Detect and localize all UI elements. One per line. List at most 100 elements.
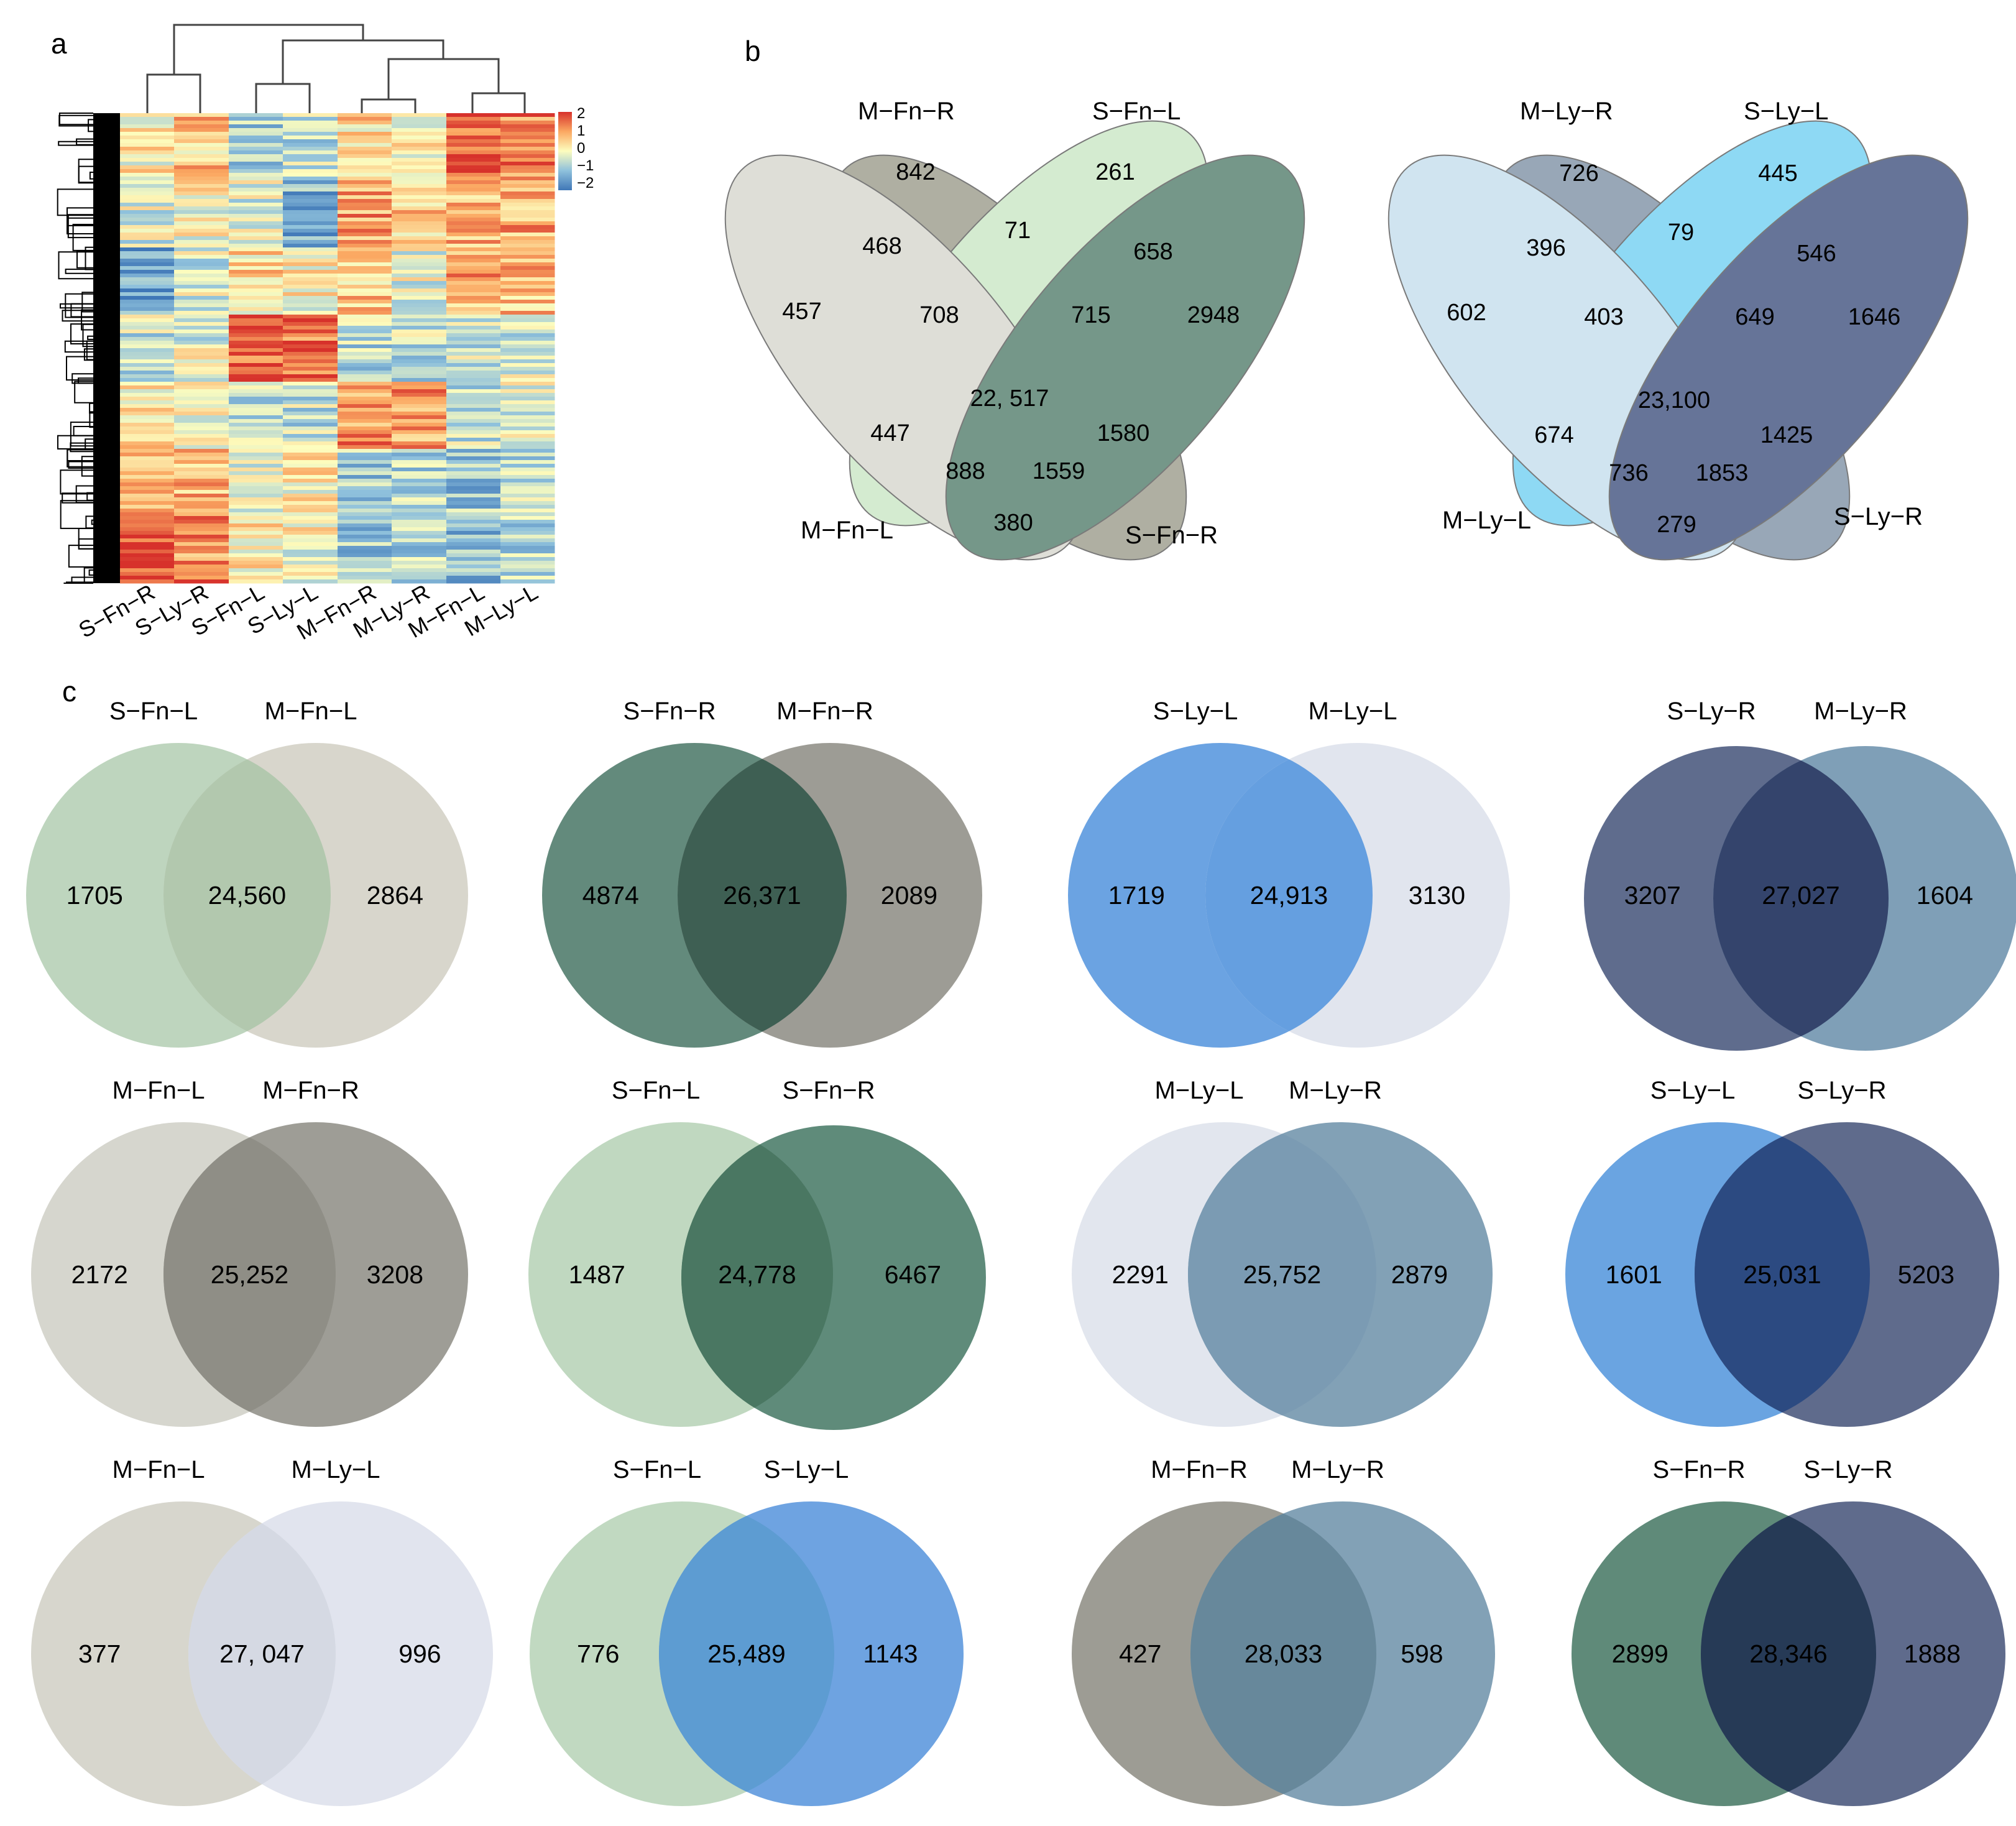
heatmap-cell xyxy=(229,251,283,256)
venn2-diagram: S−Fn−L M−Fn−L 1705 24,560 2864 xyxy=(26,698,468,1048)
heatmap-cell xyxy=(229,374,283,379)
heatmap-cell xyxy=(283,203,338,207)
heatmap-cell xyxy=(229,300,283,304)
heatmap-cell xyxy=(392,259,447,263)
heatmap-cell xyxy=(120,382,175,386)
heatmap-cell xyxy=(338,300,392,304)
heatmap-cell xyxy=(229,333,283,338)
venn4-region-count: 1425 xyxy=(1761,422,1813,448)
heatmap-cell xyxy=(446,449,501,453)
heatmap-cell xyxy=(500,415,555,420)
heatmap-cell xyxy=(446,438,501,442)
heatmap-cell xyxy=(338,497,392,502)
heatmap-cell xyxy=(392,132,447,136)
venn2-count-left: 2899 xyxy=(1612,1639,1668,1668)
heatmap-cell xyxy=(500,158,555,162)
heatmap-cell xyxy=(392,553,447,558)
heatmap-cell xyxy=(174,535,229,539)
heatmap-cell xyxy=(446,229,501,233)
heatmap-cell xyxy=(500,527,555,532)
venn2-set-label: M−Fn−L xyxy=(113,1456,205,1483)
heatmap-cell xyxy=(338,121,392,125)
venn2-overlap xyxy=(678,743,847,1048)
heatmap-cell xyxy=(120,330,175,334)
venn2-count-right: 1604 xyxy=(1917,881,1973,910)
heatmap-cell xyxy=(446,199,501,203)
heatmap-cell xyxy=(338,247,392,252)
heatmap-cell xyxy=(392,300,447,304)
heatmap-cell xyxy=(338,576,392,580)
heatmap-cell xyxy=(500,154,555,159)
heatmap-cell xyxy=(174,415,229,420)
heatmap-cell xyxy=(392,199,447,203)
venn2-diagram: M−Fn−L M−Ly−L 377 27, 047 996 xyxy=(31,1456,493,1806)
heatmap-cell xyxy=(500,490,555,494)
heatmap-cell xyxy=(174,128,229,132)
heatmap-cell xyxy=(446,445,501,450)
heatmap-cell xyxy=(500,333,555,338)
heatmap-cell xyxy=(446,464,501,468)
heatmap-cell xyxy=(500,139,555,144)
heatmap-cell xyxy=(500,240,555,244)
heatmap-cell xyxy=(120,371,175,375)
heatmap-cell xyxy=(338,367,392,371)
heatmap-cell xyxy=(229,516,283,520)
venn2-diagram: S−Fn−R M−Fn−R 4874 26,371 2089 xyxy=(542,698,982,1048)
heatmap-cell xyxy=(283,486,338,491)
heatmap-cell xyxy=(229,400,283,405)
venn2-set-label: S−Fn−R xyxy=(1653,1456,1746,1483)
heatmap-cell xyxy=(392,348,447,353)
heatmap-cell xyxy=(120,203,175,207)
heatmap-cell xyxy=(174,523,229,528)
heatmap-cell xyxy=(500,262,555,267)
heatmap-cell xyxy=(392,397,447,401)
heatmap-cell xyxy=(446,501,501,505)
heatmap-cell xyxy=(283,195,338,200)
heatmap-cell xyxy=(446,285,501,289)
heatmap-cell xyxy=(500,572,555,576)
heatmap-cell xyxy=(446,154,501,159)
venn2-set-label: M−Ly−L xyxy=(1308,698,1397,725)
heatmap-cell xyxy=(338,348,392,353)
heatmap-cell xyxy=(338,512,392,517)
heatmap-cell xyxy=(120,482,175,487)
heatmap-cell xyxy=(392,535,447,539)
heatmap-cell xyxy=(446,572,501,576)
heatmap-cell xyxy=(500,233,555,237)
heatmap-cell xyxy=(120,427,175,431)
heatmap-cell xyxy=(392,456,447,461)
heatmap-cell xyxy=(500,173,555,177)
heatmap-cell xyxy=(446,225,501,229)
heatmap-cell xyxy=(392,173,447,177)
column-dendrogram xyxy=(146,24,526,113)
heatmap-cell xyxy=(446,333,501,338)
heatmap-cell xyxy=(446,117,501,121)
heatmap-cell xyxy=(229,233,283,237)
heatmap-cell xyxy=(283,158,338,162)
heatmap-cell xyxy=(174,565,229,569)
heatmap-cell xyxy=(120,527,175,532)
venn2-count-right: 1143 xyxy=(863,1639,918,1668)
heatmap-cell xyxy=(174,385,229,390)
venn2-set-label: S−Fn−R xyxy=(783,1077,875,1104)
heatmap-cell xyxy=(174,568,229,573)
heatmap-cell xyxy=(500,244,555,248)
heatmap-cell xyxy=(120,505,175,509)
heatmap-cell xyxy=(392,266,447,270)
heatmap-cell xyxy=(500,419,555,423)
heatmap-cell xyxy=(500,367,555,371)
heatmap-cell xyxy=(392,516,447,520)
heatmap-cell xyxy=(500,441,555,446)
heatmap-cell xyxy=(283,494,338,498)
dendrogram-branch xyxy=(60,303,93,309)
heatmap-cell xyxy=(283,218,338,222)
heatmap-cell xyxy=(500,210,555,214)
heatmap-cell xyxy=(120,531,175,535)
heatmap-cell xyxy=(500,371,555,375)
dendrogram-branch xyxy=(83,348,93,361)
heatmap-cell xyxy=(338,382,392,386)
venn4-region-count: 403 xyxy=(1584,304,1623,330)
heatmap-cell xyxy=(338,408,392,412)
venn2-count-right: 2879 xyxy=(1391,1260,1448,1289)
heatmap-cell xyxy=(392,315,447,319)
